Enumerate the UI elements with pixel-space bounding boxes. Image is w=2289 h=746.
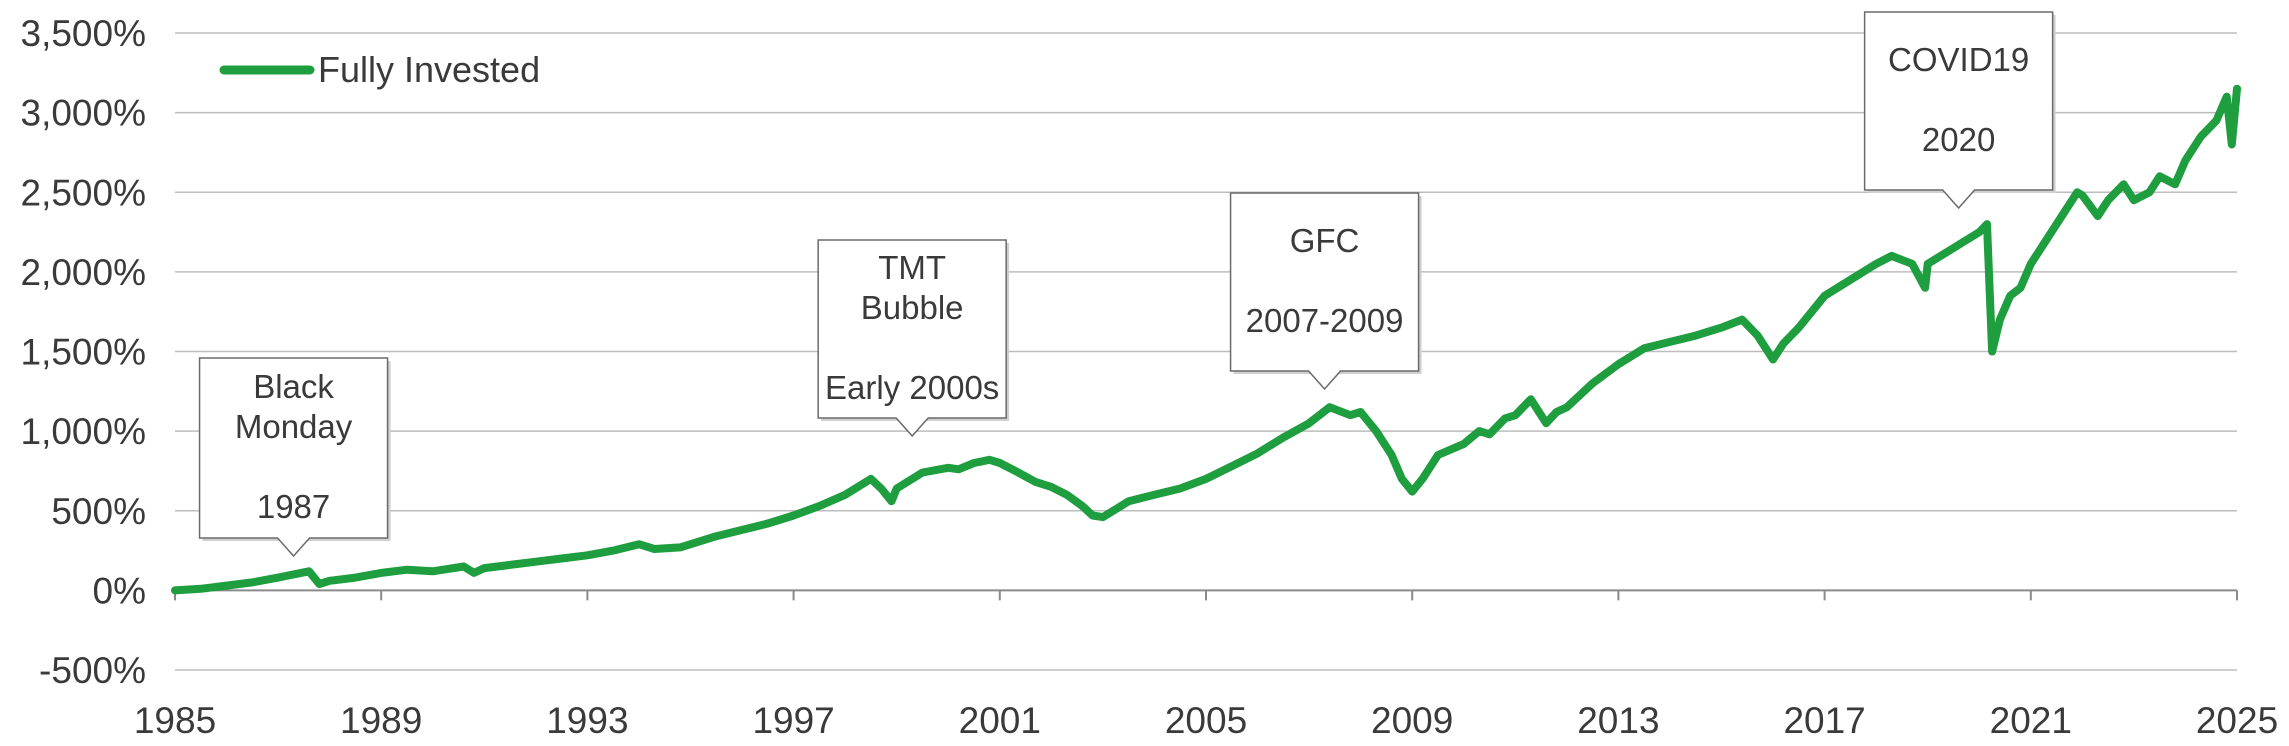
callout-text: GFC (1290, 222, 1360, 259)
callout-text: TMT (878, 249, 946, 286)
callout-box (1229, 192, 1420, 391)
callout: COVID19 2020 (1863, 11, 2056, 210)
callout-text: Early 2000s (825, 369, 999, 406)
x-tick-label: 2025 (2196, 700, 2278, 741)
callout-text: Bubble (861, 289, 964, 326)
callout-text: 1987 (257, 488, 330, 525)
x-axis (174, 590, 2238, 601)
y-tick-label: 1,000% (21, 411, 147, 452)
y-tick-label: 2,500% (21, 172, 147, 213)
y-tick-label: 3,000% (21, 93, 147, 134)
x-tick-label: 2001 (959, 700, 1041, 741)
x-tick-label: 2013 (1577, 700, 1659, 741)
x-tick-label: 1993 (546, 700, 628, 741)
y-tick-label: 0% (93, 570, 146, 611)
series-line-fully-invested (171, 84, 2241, 595)
series-group (171, 84, 2241, 595)
x-tick-label: 2017 (1783, 700, 1865, 741)
x-tick-label: 2009 (1371, 700, 1453, 741)
x-tick-label: 1997 (752, 700, 834, 741)
callout: GFC 2007-2009 (1229, 192, 1422, 391)
callout-box (1863, 11, 2054, 210)
y-tick-label: 500% (51, 491, 146, 532)
callout-box (817, 239, 1007, 438)
callout-text: 2020 (1922, 121, 1995, 158)
y-tick-label: 3,500% (21, 13, 147, 54)
x-tick-label: 1989 (340, 700, 422, 741)
callout-text: Black (253, 368, 334, 405)
callout-text: Monday (235, 408, 353, 445)
y-tick-label: 2,000% (21, 252, 147, 293)
callout-text: 2007-2009 (1246, 302, 1404, 339)
x-axis-tick-labels: 1985 1989 1993 1997 2001 2005 2009 2013 2017 2021… (134, 700, 2278, 741)
x-tick-label: 2005 (1165, 700, 1247, 741)
callout-text: COVID19 (1888, 41, 2029, 78)
x-tick-label: 2021 (1990, 700, 2072, 741)
legend-label: Fully Invested (318, 49, 540, 90)
y-axis-tick-labels: -500% 0% 500% 1,000% 1,500% 2,000% 2,500% 3,000… (21, 13, 147, 691)
x-tick-label: 1985 (134, 700, 216, 741)
callout-box (198, 357, 389, 558)
legend: Fully Invested (219, 49, 540, 90)
y-tick-label: -500% (39, 650, 146, 691)
gridlines (175, 32, 2237, 671)
y-tick-label: 1,500% (21, 332, 147, 373)
